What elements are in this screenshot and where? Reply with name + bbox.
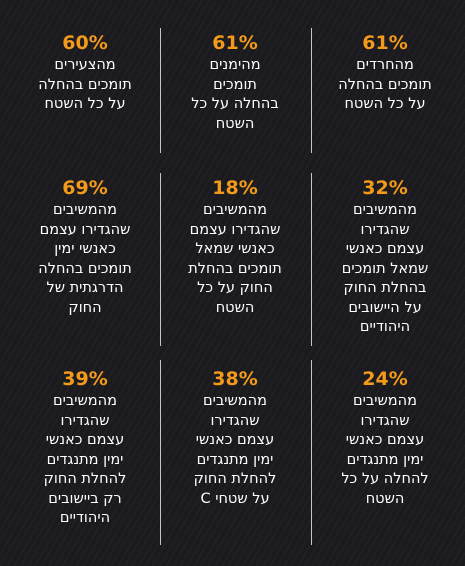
stat-card-right-oppose-all: 24% מהמשיבים שהגדירו עצמם כאנשי ימין מתנ…: [310, 368, 460, 509]
stat-card-left-all: 18% מהמשיבים שהגדירו עצמם כאנשי שמאל תומ…: [160, 177, 310, 318]
stat-description: מהמשיבים שהגדירו עצמם כאנשי שמאל תומכים …: [341, 202, 429, 335]
stat-percent: 38%: [212, 368, 258, 390]
divider-row3-right: [311, 360, 312, 545]
stat-card-right-gradual: 69% מהמשיבים שהגדירו עצמם כאנשי ימין תומ…: [10, 177, 160, 318]
stat-percent: 69%: [62, 177, 108, 199]
divider-row3-left: [160, 360, 161, 545]
stat-description: מהצעירים תומכים בהחלה על כל השטח: [38, 57, 132, 112]
divider-row1-left: [160, 28, 161, 153]
stat-percent: 61%: [362, 32, 408, 54]
stat-description: מהמשיבים שהגדירו עצמם כאנשי ימין תומכים …: [38, 202, 132, 316]
stat-description: מהמשיבים שהגדירו עצמם כאנשי ימין מתנגדים…: [43, 393, 127, 526]
stat-card-right-oppose-settlements: 39% מהמשיבים שהגדירו עצמם כאנשי ימין מתנ…: [10, 368, 160, 529]
stat-card-left-settlements: 32% מהמשיבים שהגדירו עצמם כאנשי שמאל תומ…: [310, 177, 460, 338]
stat-percent: 24%: [362, 368, 408, 390]
stat-description: מהמשיבים שהגדירו עצמם כאנשי שמאל תומכים …: [188, 202, 282, 316]
stat-card-young: 60% מהצעירים תומכים בהחלה על כל השטח: [10, 32, 160, 115]
stat-description: מהימנים תומכים בהחלה על כל השטח: [191, 57, 279, 132]
stat-description: מהחרדים תומכים בהחלה על כל השטח: [338, 57, 432, 112]
divider-row1-right: [311, 28, 312, 153]
stat-percent: 18%: [212, 177, 258, 199]
stat-card-right-oppose-c: 38% מהמשיבים שהגדירו עצמם כאנשי ימין מתנ…: [160, 368, 310, 509]
stat-percent: 60%: [62, 32, 108, 54]
stat-percent: 39%: [62, 368, 108, 390]
stat-percent: 32%: [362, 177, 408, 199]
stat-card-right-wing: 61% מהימנים תומכים בהחלה על כל השטח: [160, 32, 310, 134]
stat-percent: 61%: [212, 32, 258, 54]
stat-description: מהמשיבים שהגדירו עצמם כאנשי ימין מתנגדים…: [193, 393, 277, 507]
stat-card-haredim: 61% מהחרדים תומכים בהחלה על כל השטח: [310, 32, 460, 115]
divider-row2-left: [160, 173, 161, 346]
stat-description: מהמשיבים שהגדירו עצמם כאנשי ימין מתנגדים…: [341, 393, 429, 507]
divider-row2-right: [311, 173, 312, 346]
